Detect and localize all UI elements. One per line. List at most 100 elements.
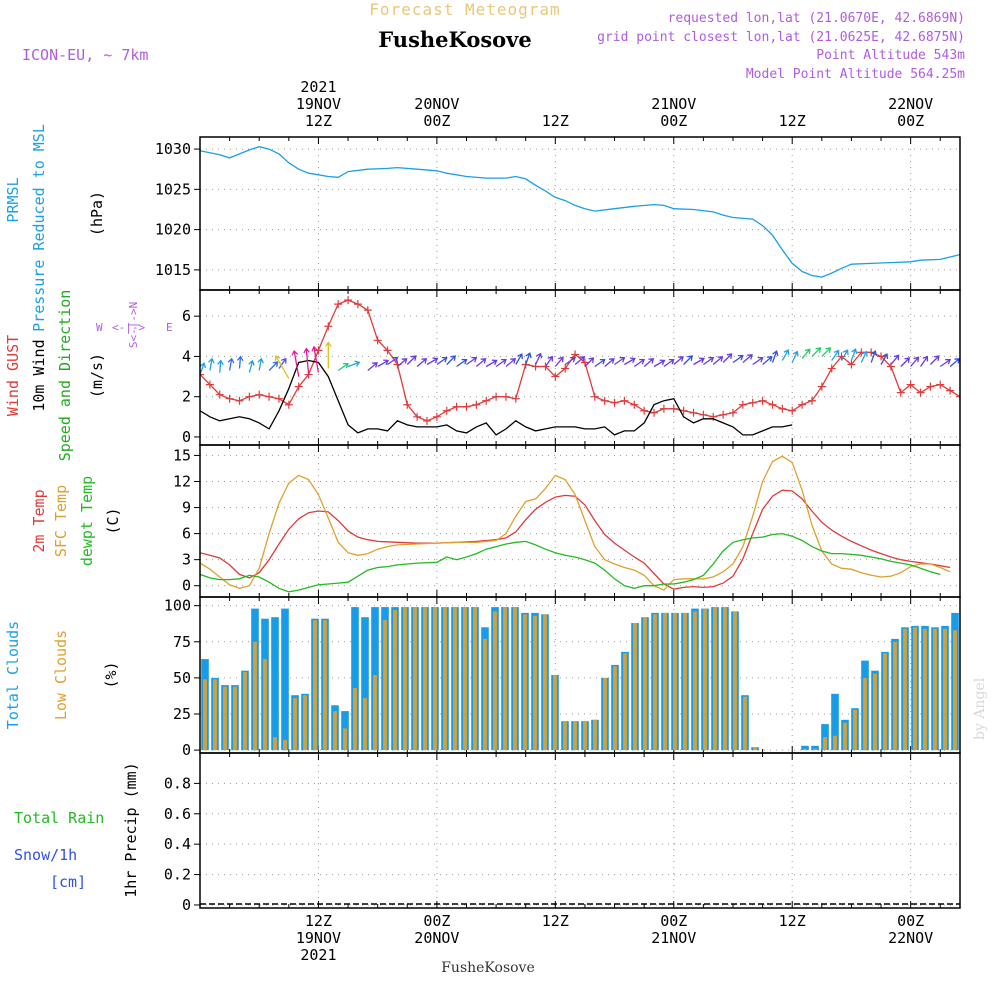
cloud-bar-low (933, 628, 937, 751)
bottom-tick-label: 12Z (305, 912, 332, 930)
cloud-bar-low (603, 677, 607, 751)
y-ticks: 1015 1020 1025 1030 (155, 140, 200, 279)
y-tick-label: 2 (182, 388, 191, 406)
gust-marker (580, 358, 589, 367)
y-tick-label: 0 (182, 896, 191, 914)
cloud-bar-low (833, 735, 837, 751)
wind-arrow (475, 358, 487, 367)
gust-marker (748, 398, 757, 407)
gust-marker (284, 400, 293, 409)
cloud-bar-low (683, 612, 687, 751)
panel-label: (%) (102, 661, 120, 688)
panels: 1015 1020 1025 1030 PRMSL Pressure Reduced to… (4, 124, 1000, 914)
cloud-bar-low (473, 607, 477, 751)
gust-marker (906, 380, 915, 389)
gust-marker (472, 400, 481, 409)
cloud-bar-low (273, 737, 277, 751)
gust-marker (936, 380, 945, 389)
grid (200, 753, 960, 908)
gust-marker (452, 402, 461, 411)
gust-marker (956, 392, 960, 401)
compass-w: W (96, 321, 103, 334)
wind-arrow (554, 356, 564, 367)
wind-arrow (732, 354, 744, 364)
cloud-bar-low (893, 641, 897, 751)
y-tick-label: 0 (182, 577, 191, 595)
series-line (200, 455, 951, 591)
cloud-bar-low (423, 607, 427, 751)
wind-arrow (268, 361, 279, 371)
plot-area (201, 607, 959, 751)
y-ticks: 0 25 50 75 100 (164, 597, 200, 759)
panel-label: dewpt Temp (78, 476, 96, 566)
cloud-bar-low (483, 638, 487, 751)
wind-arrow (291, 349, 300, 377)
gust-marker (995, 405, 1000, 413)
cloud-bar-low (213, 679, 217, 751)
gust-marker (511, 394, 520, 403)
gust-marker (758, 396, 767, 405)
cloud-bar-total (271, 617, 279, 751)
wind-arrow (880, 353, 889, 365)
wind-arrow (900, 357, 911, 367)
gust-marker (807, 396, 816, 405)
cloud-bar-low (453, 607, 457, 751)
wind-arrow (939, 358, 952, 368)
gust-marker (768, 400, 777, 409)
gust-marker (877, 352, 886, 361)
cloud-bar-low (613, 666, 617, 751)
gust-marker (650, 408, 659, 417)
y-tick-label: 0.4 (164, 835, 191, 853)
cloud-bar-total (801, 745, 809, 751)
wind-arrow (712, 356, 724, 365)
gust-marker (896, 388, 905, 397)
wind-arrow (564, 356, 576, 366)
wind-arrow (377, 359, 390, 368)
wind-arrow (693, 357, 705, 366)
panel-label: Pressure Reduced to MSL (30, 124, 48, 332)
plot-area (200, 455, 951, 593)
y-tick-label: 0.8 (164, 774, 191, 792)
wind-arrow (929, 355, 940, 365)
top-tick-label: 12Z (779, 112, 806, 130)
gust-marker (946, 386, 955, 395)
gust-marker (600, 396, 609, 405)
cloud-bar-low (803, 748, 807, 751)
panel-label: 2m Temp (30, 489, 48, 552)
cloud-bar-low (863, 677, 867, 751)
gust-marker (413, 412, 422, 421)
cloud-bar-low (343, 728, 347, 751)
wind-arrow (584, 357, 595, 367)
wind-arrow (367, 362, 378, 371)
wind-arrow (663, 358, 675, 368)
wind-arrow (752, 356, 764, 366)
wind-arrow (217, 359, 224, 373)
y-tick-label: 6 (182, 525, 191, 543)
cloud-bar-low (883, 653, 887, 751)
cloud-bar-low (323, 620, 327, 751)
cloud-bar-low (313, 620, 317, 751)
cloud-bar-low (333, 711, 337, 751)
cloud-bar-low (653, 614, 657, 751)
wind-arrow (791, 350, 799, 363)
cloud-bar-low (543, 614, 547, 751)
gust-marker (501, 392, 510, 401)
wind-arrow (324, 341, 332, 369)
bottom-tick-label: 00Z (423, 912, 450, 930)
compass-e: E (166, 321, 173, 334)
cloud-bar-low (513, 607, 517, 751)
gust-marker (363, 306, 372, 315)
gust-marker (669, 404, 678, 413)
gust-marker (205, 380, 214, 389)
cloud-bar-low (643, 617, 647, 751)
wind-arrow (633, 358, 646, 368)
cloud-bar-low (253, 641, 257, 751)
cloud-bar-low (873, 673, 877, 751)
gust-marker (976, 405, 984, 413)
wind-arrow (811, 347, 822, 357)
gust-marker (274, 394, 283, 403)
cloud-bar-low (303, 695, 307, 751)
